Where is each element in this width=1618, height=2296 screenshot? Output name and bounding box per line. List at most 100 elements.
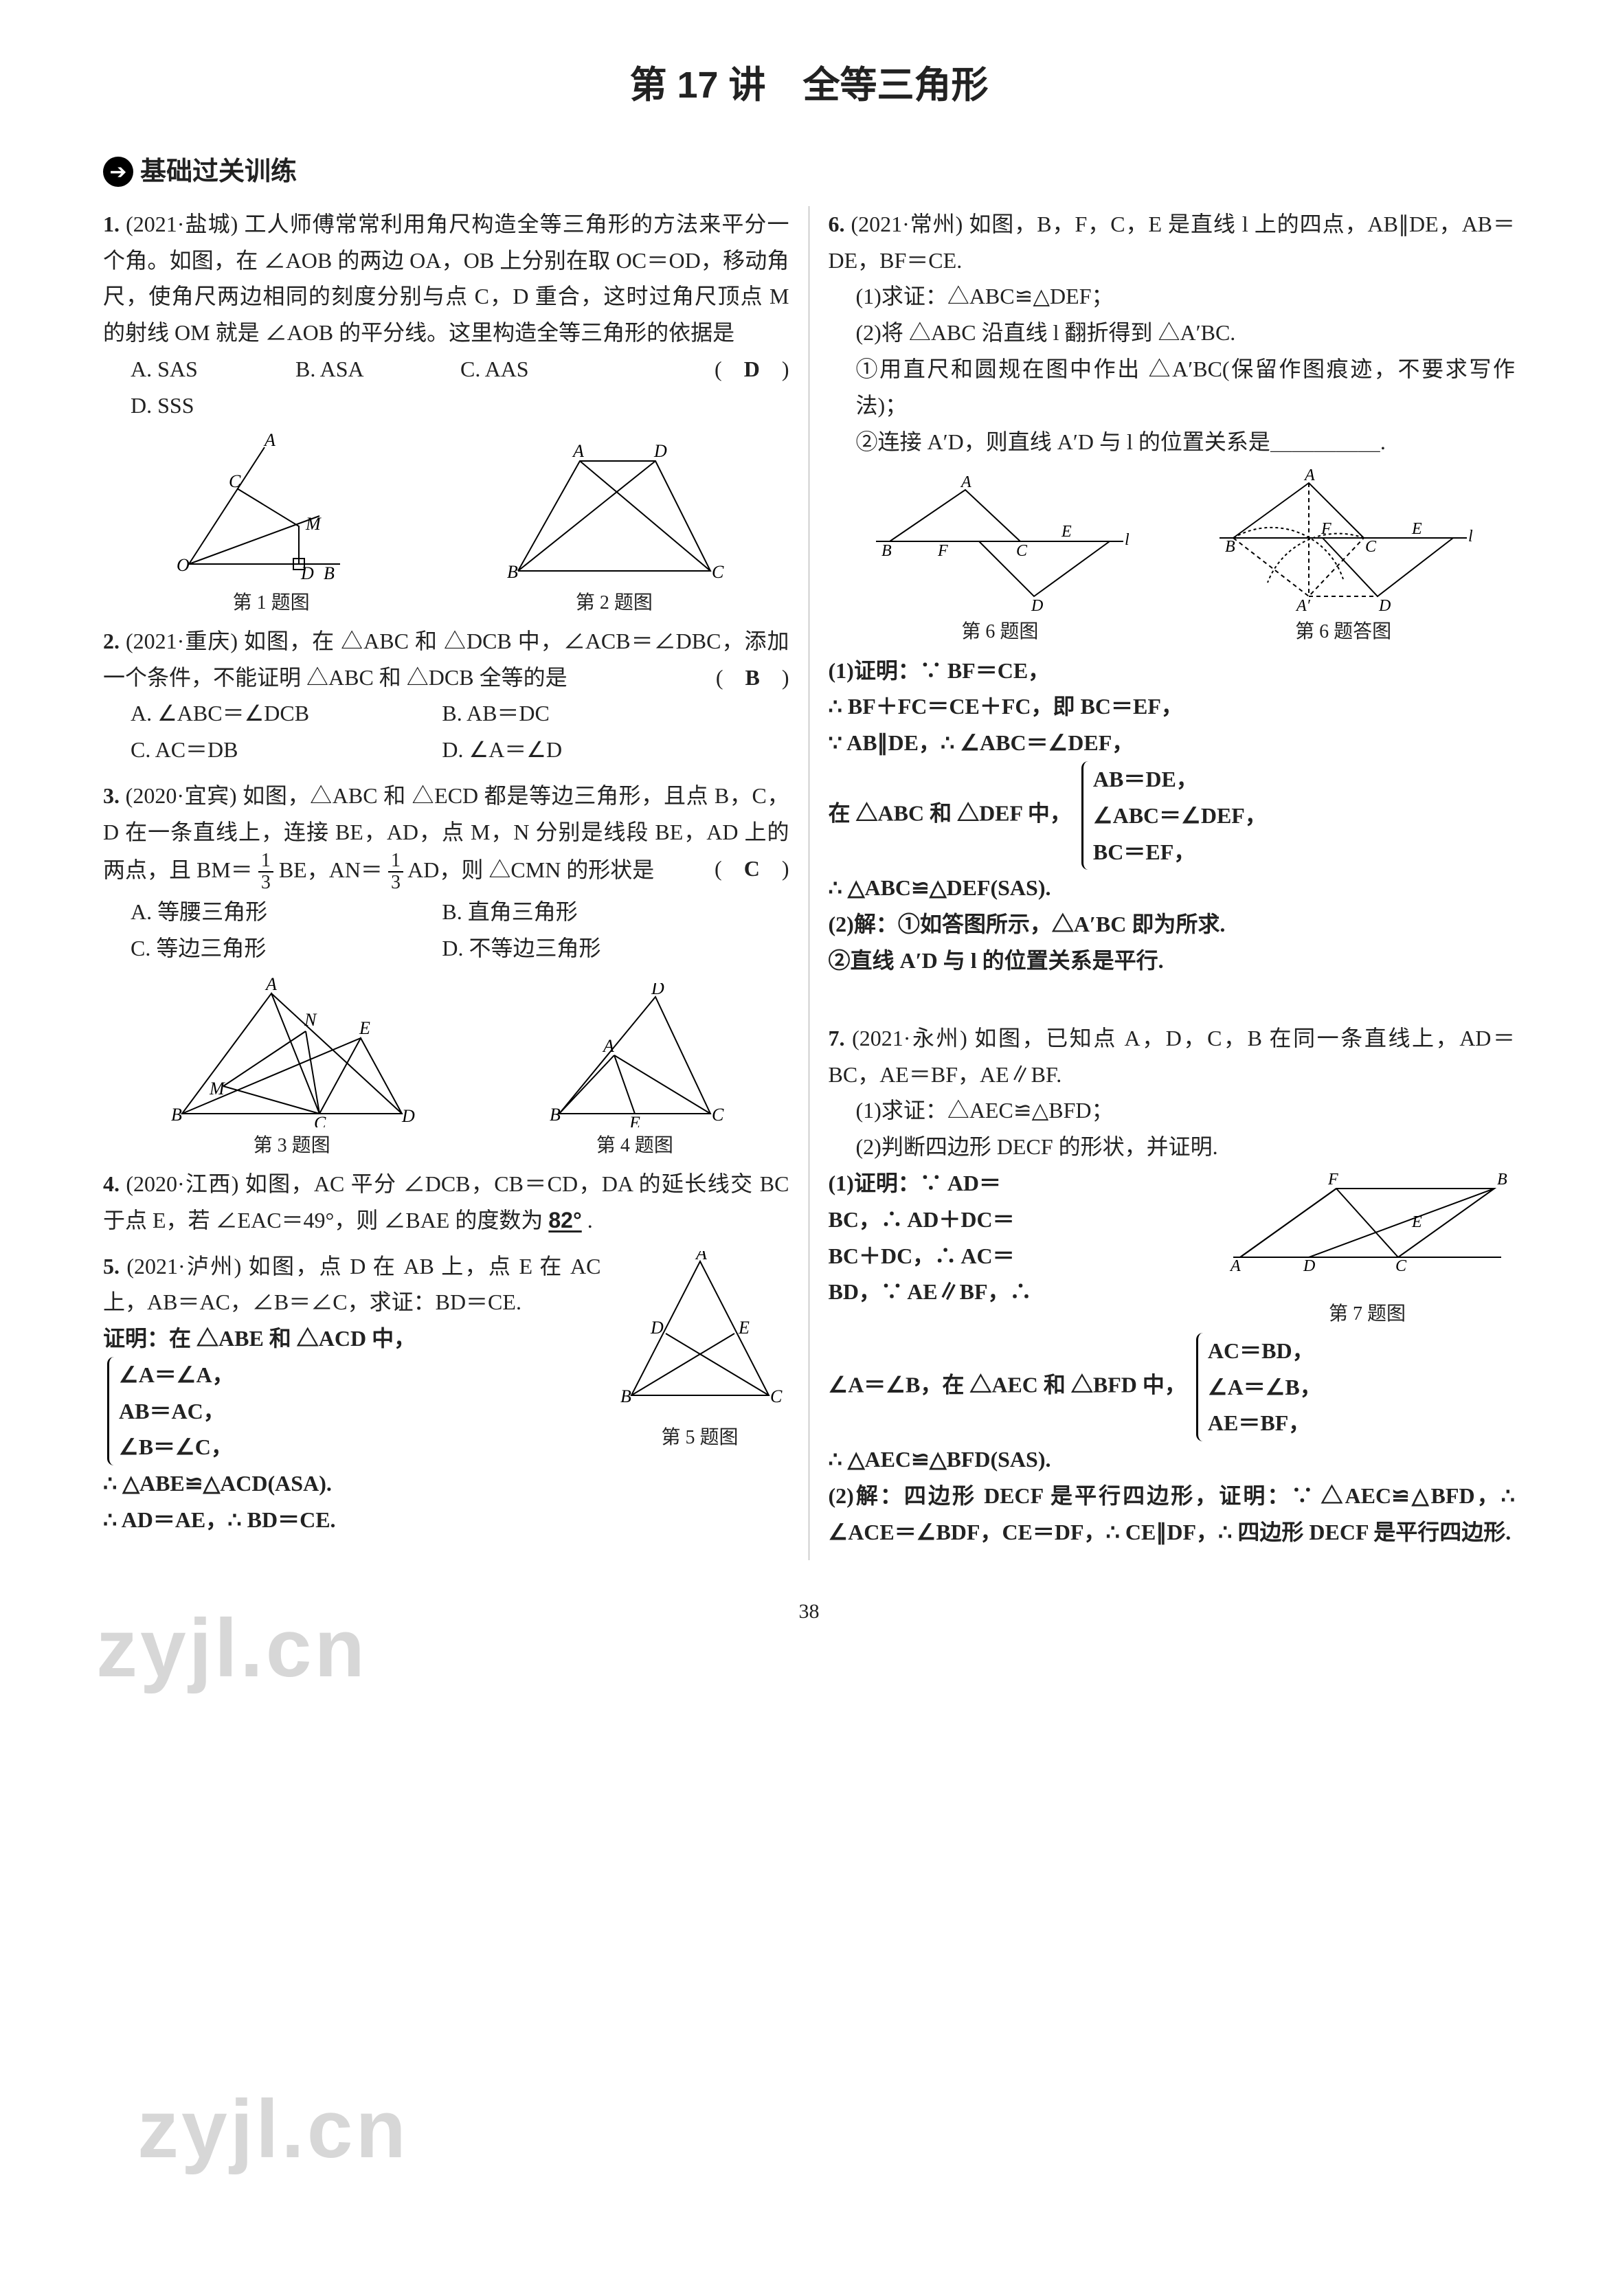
figure-7: AD CB FE 第 7 题图 [1220, 1168, 1515, 1330]
fig7-svg: AD CB FE [1220, 1168, 1515, 1285]
fig4-caption: 第 4 题图 [539, 1130, 731, 1162]
fig7-caption: 第 7 题图 [1220, 1298, 1515, 1330]
q6-p2: (2)将 △ABC 沿直线 l 翻折得到 △A′BC. [829, 315, 1516, 351]
left-column: 1. (2021·盐城) 工人师傅常常利用角尺构造全等三角形的方法来平分一个角。… [103, 206, 809, 1560]
q2-optD: D. ∠A＝∠D [442, 732, 705, 768]
right-column: 6. (2021·常州) 如图，B，F，C，E 是直线 l 上的四点，AB∥DE… [809, 206, 1516, 1560]
svg-text:B: B [881, 542, 892, 560]
svg-text:M: M [209, 1079, 225, 1099]
q5-brace: ∠A＝∠A， AB＝AC， ∠B＝∠C， [107, 1357, 234, 1465]
q7-pf-l6: ∴ △AEC≌△BFD(SAS). [829, 1441, 1516, 1478]
page-number: 38 [103, 1595, 1515, 1629]
fig-row-6: AB FC ED l 第 6 题图 [829, 469, 1516, 648]
svg-text:E: E [738, 1318, 750, 1338]
q6-pf-l5: ∴ △ABC≌△DEF(SAS). [829, 870, 1516, 906]
svg-text:A: A [602, 1036, 614, 1056]
title-mid: 讲 [719, 65, 803, 106]
svg-text:B: B [507, 562, 518, 582]
svg-text:A′: A′ [1295, 597, 1311, 614]
arrow-icon: ➔ [103, 157, 133, 187]
two-column-layout: 1. (2021·盐城) 工人师傅常常利用角尺构造全等三角形的方法来平分一个角。… [103, 206, 1515, 1560]
q2-number: 2. [103, 629, 120, 653]
svg-text:E: E [359, 1018, 370, 1038]
q5-concl1: ∴ △ABE≌△ACD(ASA). [103, 1465, 789, 1502]
fig2-svg: AD BC [497, 440, 731, 585]
q6-p2a: ①用直尺和圆规在图中作出 △A′BC(保留作图痕迹，不要求写作法)； [829, 351, 1516, 424]
fig1-caption: 第 1 题图 [161, 587, 381, 619]
q2-answer-slot: ( B ) [716, 660, 789, 696]
frac-13b: 13 [388, 851, 403, 894]
q7-p2: (2)判断四边形 DECF 的形状，并证明. [829, 1129, 1516, 1165]
problem-4: 4. (2020·江西) 如图，AC 平分 ∠DCB，CB＝CD，DA 的延长线… [103, 1166, 789, 1239]
svg-text:l: l [1468, 528, 1473, 545]
q2-optA: A. ∠ABC＝∠DCB [131, 695, 394, 732]
svg-text:F: F [937, 542, 948, 560]
figure-4: DB CEA 第 4 题图 [539, 983, 731, 1162]
problem-6: 6. (2021·常州) 如图，B，F，C，E 是直线 l 上的四点，AB∥DE… [829, 206, 1516, 460]
q7-pf-l1: (1)证明：∵ AD＝ [829, 1171, 1002, 1195]
fig-row-3-4: AB CD EMN 第 3 题图 DB [103, 976, 789, 1162]
q1-answer: D [744, 357, 760, 381]
svg-text:D: D [1378, 597, 1391, 614]
svg-text:B: B [1497, 1171, 1507, 1189]
q7-pf-l2: BC，∴ AD＋DC＝ [829, 1207, 1015, 1232]
svg-text:D: D [651, 983, 664, 998]
figure-3: AB CD EMN 第 3 题图 [161, 976, 423, 1162]
svg-text:D: D [300, 563, 314, 583]
svg-text:E: E [1411, 1213, 1422, 1231]
problem-5: AB CDE 第 5 题图 5. (2021·泸州) 如图，点 D 在 AB 上… [103, 1248, 789, 1538]
svg-text:C: C [1365, 538, 1377, 556]
q7-b1: AC＝BD， [1208, 1333, 1322, 1369]
svg-text:C: C [712, 562, 724, 582]
section-header: ➔ 基础过关训练 [103, 150, 1515, 194]
q6-pf-l1: (1)证明：∵ BF＝CE， [829, 653, 1516, 689]
svg-text:C: C [712, 1105, 724, 1125]
q6-pf2-l1: (2)解：①如答图所示，△A′BC 即为所求. [829, 906, 1516, 943]
q7-p1: (1)求证：△AEC≌△BFD； [829, 1092, 1516, 1129]
svg-text:C: C [770, 1386, 783, 1406]
q2-options: A. ∠ABC＝∠DCB B. AB＝DC C. AC＝DB D. ∠A＝∠D [131, 695, 789, 768]
q6-b2: ∠ABC＝∠DEF， [1093, 798, 1267, 834]
q6-number: 6. [829, 212, 845, 236]
problem-3: 3. (2020·宜宾) 如图，△ABC 和 △ECD 都是等边三角形，且点 B… [103, 778, 789, 967]
fig6-svg: AB FC ED l [862, 476, 1137, 614]
svg-text:E: E [629, 1113, 640, 1127]
fig6a-svg: AB FC ED A′l [1206, 469, 1481, 614]
svg-text:D: D [1303, 1257, 1315, 1275]
problem-7: 7. (2021·永州) 如图，已知点 A，D，C，B 在同一条直线上，AD＝B… [829, 1020, 1516, 1551]
svg-text:D: D [401, 1106, 415, 1126]
q1-answer-slot: ( D ) [715, 351, 789, 387]
svg-text:C: C [1395, 1257, 1407, 1275]
q4-answer: 82° [548, 1208, 581, 1233]
q6-pf2-l2: ②直线 A′D 与 l 的位置关系是平行. [829, 943, 1516, 979]
svg-text:F: F [1327, 1171, 1338, 1189]
svg-text:A: A [695, 1251, 707, 1263]
fig3-svg: AB CD EMN [161, 976, 423, 1127]
q5-concl2: ∴ AD＝AE，∴ BD＝CE. [103, 1502, 789, 1538]
q3-optD: D. 不等边三角形 [442, 930, 705, 967]
q3-source: (2020·宜宾) [126, 783, 237, 808]
q6-p2b: ②连接 A′D，则直线 A′D 与 l 的位置关系是＿＿＿＿＿. [829, 424, 1516, 460]
figure-6: AB FC ED l 第 6 题图 [862, 476, 1137, 648]
q3-optB: B. 直角三角形 [442, 894, 705, 930]
svg-text:B: B [171, 1105, 182, 1125]
q6-b1: AB＝DE， [1093, 761, 1267, 798]
svg-text:C: C [229, 471, 241, 491]
q6-b3: BC＝EF， [1093, 834, 1267, 870]
svg-text:A: A [572, 441, 584, 461]
q5-source: (2021·泸州) [126, 1254, 241, 1279]
svg-text:A: A [960, 476, 971, 491]
fig1-svg: AC OD BM [161, 434, 381, 585]
q3-optA: A. 等腰三角形 [131, 894, 394, 930]
q5-b3: ∠B＝∠C， [119, 1429, 234, 1465]
q2-answer: B [745, 665, 759, 690]
title-topic: 全等三角形 [803, 65, 989, 106]
q3-text3: AD，则 △CMN 的形状是 [407, 857, 654, 882]
fig5-caption: 第 5 题图 [611, 1422, 789, 1454]
fig6-caption: 第 6 题图 [862, 616, 1137, 648]
fig4-svg: DB CEA [539, 983, 731, 1127]
q2-source: (2021·重庆) [126, 629, 238, 653]
fig6a-caption: 第 6 题答图 [1206, 616, 1481, 648]
figure-6a: AB FC ED A′l 第 6 题答图 [1206, 469, 1481, 648]
q2-optB: B. AB＝DC [442, 695, 705, 732]
